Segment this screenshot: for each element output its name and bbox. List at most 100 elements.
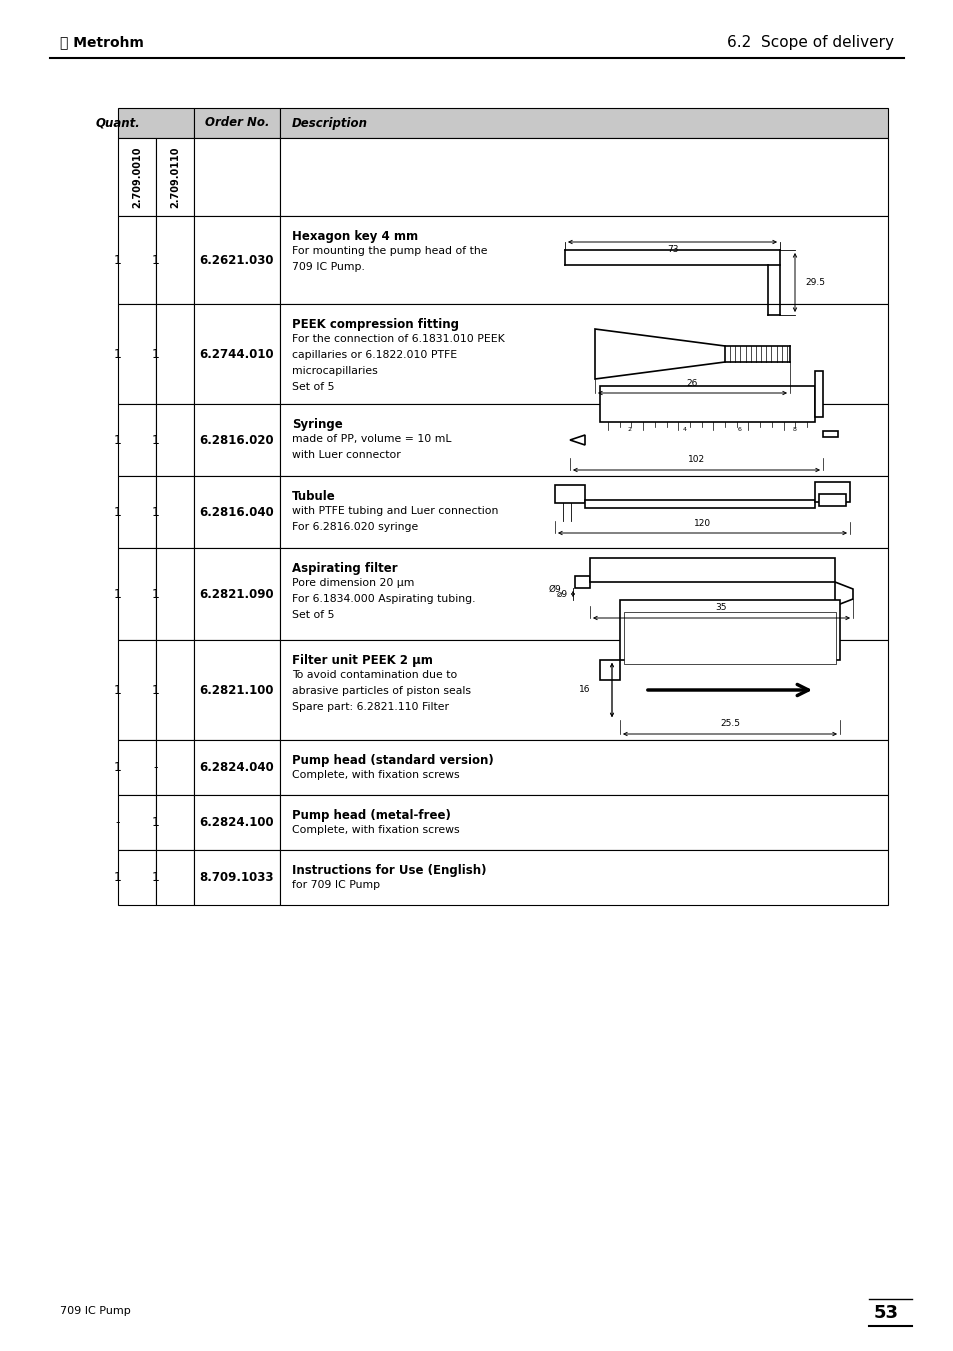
Text: Set of 5: Set of 5 — [292, 611, 335, 620]
Text: 1: 1 — [114, 871, 122, 884]
Text: Order No.: Order No. — [205, 116, 269, 130]
Text: 709 IC Pump.: 709 IC Pump. — [292, 262, 364, 272]
Text: -: - — [153, 761, 158, 774]
Text: 4: 4 — [682, 427, 686, 432]
Bar — [822, 431, 837, 436]
Text: ⌀9: ⌀9 — [557, 589, 567, 598]
Bar — [599, 386, 814, 422]
Bar — [599, 661, 619, 680]
Text: 1: 1 — [152, 684, 160, 697]
Text: 1: 1 — [152, 505, 160, 519]
Text: Ø9: Ø9 — [548, 585, 560, 594]
Text: 2.709.0010: 2.709.0010 — [132, 146, 142, 208]
Bar — [814, 372, 822, 417]
Bar — [156, 138, 193, 216]
Text: For 6.1834.000 Aspirating tubing.: For 6.1834.000 Aspirating tubing. — [292, 594, 475, 604]
Text: for 709 IC Pump: for 709 IC Pump — [292, 880, 379, 890]
Text: abrasive particles of piston seals: abrasive particles of piston seals — [292, 686, 471, 696]
Text: 1: 1 — [114, 254, 122, 266]
Text: 6.2821.090: 6.2821.090 — [199, 588, 274, 600]
Bar — [118, 108, 193, 138]
Bar — [280, 216, 887, 304]
Text: 120: 120 — [693, 519, 710, 527]
Text: 6: 6 — [738, 427, 741, 432]
Bar — [156, 549, 193, 640]
Bar — [280, 404, 887, 476]
Text: 16: 16 — [578, 685, 589, 694]
Bar — [818, 494, 845, 507]
Text: Description: Description — [292, 116, 368, 130]
Bar — [193, 549, 280, 640]
Text: Spare part: 6.2821.110 Filter: Spare part: 6.2821.110 Filter — [292, 703, 449, 712]
Bar — [280, 640, 887, 740]
Text: 1: 1 — [114, 347, 122, 361]
Bar — [555, 485, 584, 503]
Text: 6.2821.100: 6.2821.100 — [199, 684, 274, 697]
Bar — [193, 404, 280, 476]
Text: 1: 1 — [152, 816, 160, 830]
Text: 25.5: 25.5 — [720, 720, 740, 728]
Bar — [118, 794, 156, 850]
Bar — [193, 794, 280, 850]
Bar — [193, 740, 280, 794]
Bar — [118, 216, 156, 304]
Text: 6.2  Scope of delivery: 6.2 Scope of delivery — [726, 35, 893, 50]
Bar — [156, 404, 193, 476]
Bar — [280, 476, 887, 549]
Text: 8.709.1033: 8.709.1033 — [199, 871, 274, 884]
Bar — [156, 304, 193, 404]
Text: For 6.2816.020 syringe: For 6.2816.020 syringe — [292, 521, 417, 532]
Text: 6.2824.100: 6.2824.100 — [199, 816, 274, 830]
Text: 6.2744.010: 6.2744.010 — [199, 347, 274, 361]
Text: capillaries or 6.1822.010 PTFE: capillaries or 6.1822.010 PTFE — [292, 350, 456, 359]
Bar — [575, 576, 589, 588]
Bar — [118, 404, 156, 476]
Text: To avoid contamination due to: To avoid contamination due to — [292, 670, 456, 680]
Text: Hexagon key 4 mm: Hexagon key 4 mm — [292, 230, 417, 243]
Text: 2.709.0110: 2.709.0110 — [170, 146, 180, 208]
Text: 35: 35 — [715, 604, 726, 612]
Text: 102: 102 — [687, 455, 704, 465]
Bar — [193, 138, 280, 216]
Text: 29.5: 29.5 — [804, 278, 824, 286]
Bar — [156, 794, 193, 850]
Text: 53: 53 — [873, 1304, 898, 1323]
Bar — [193, 850, 280, 905]
Text: Instructions for Use (English): Instructions for Use (English) — [292, 865, 486, 877]
Text: 1: 1 — [114, 505, 122, 519]
Text: 709 IC Pump: 709 IC Pump — [60, 1306, 131, 1316]
Bar — [814, 482, 849, 503]
Bar — [156, 476, 193, 549]
Text: PEEK compression fitting: PEEK compression fitting — [292, 317, 458, 331]
Bar — [193, 108, 280, 138]
Text: 2: 2 — [627, 427, 631, 432]
Text: 1: 1 — [152, 254, 160, 266]
Text: 1: 1 — [114, 684, 122, 697]
Bar — [156, 640, 193, 740]
Bar — [623, 612, 835, 663]
Text: Quant.: Quant. — [95, 116, 140, 130]
Bar — [584, 500, 814, 508]
Text: 8: 8 — [792, 427, 796, 432]
Bar — [118, 740, 156, 794]
Bar — [280, 794, 887, 850]
Bar — [193, 476, 280, 549]
Text: 1: 1 — [152, 588, 160, 600]
Bar — [156, 740, 193, 794]
Bar — [193, 640, 280, 740]
Bar — [280, 740, 887, 794]
Bar — [118, 549, 156, 640]
Text: 6.2816.040: 6.2816.040 — [199, 505, 274, 519]
Bar — [619, 600, 840, 661]
Text: with Luer connector: with Luer connector — [292, 450, 400, 459]
Bar — [280, 850, 887, 905]
Bar — [156, 850, 193, 905]
Bar — [280, 304, 887, 404]
Text: 6.2816.020: 6.2816.020 — [199, 434, 274, 446]
Bar — [118, 304, 156, 404]
Text: with PTFE tubing and Luer connection: with PTFE tubing and Luer connection — [292, 507, 497, 516]
Text: Syringe: Syringe — [292, 417, 342, 431]
Text: 6.2824.040: 6.2824.040 — [199, 761, 274, 774]
Bar — [280, 138, 887, 216]
Text: 73: 73 — [666, 246, 678, 254]
